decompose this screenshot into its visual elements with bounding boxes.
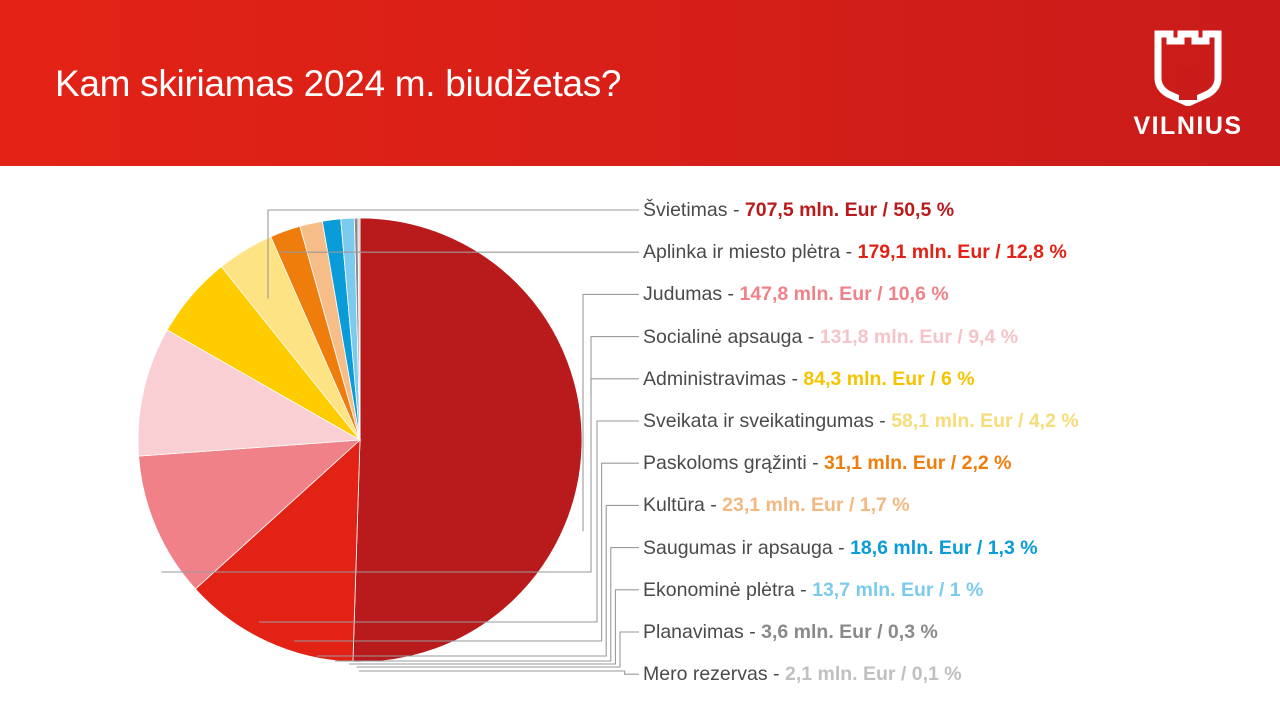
page-title: Kam skiriamas 2024 m. biudžetas? [55, 63, 622, 104]
legend-item: Mero rezervas - 2,1 mln. Eur / 0,1 % [643, 662, 962, 686]
legend-value: 707,5 mln. Eur / 50,5 % [744, 199, 955, 221]
leader-line-12 [359, 670, 639, 675]
logo-text: VILNIUS [1133, 112, 1243, 140]
legend-separator: - [704, 494, 723, 517]
legend-item: Judumas - 147,8 mln. Eur / 10,6 % [643, 282, 949, 306]
legend-label: Sveikata ir sveikatingumas [643, 410, 874, 432]
legend-label: Aplinka ir miesto plėtra [643, 241, 841, 264]
leader-line-1 [267, 209, 639, 299]
legend-value: 147,8 mln. Eur / 10,6 % [739, 283, 949, 306]
legend-label: Saugumas ir apsauga [643, 536, 833, 559]
legend-item: Socialinė apsauga - 131,8 mln. Eur / 9,4… [643, 325, 1018, 349]
legend-value: 84,3 mln. Eur / 6 % [803, 367, 975, 390]
legend-label: Paskoloms grąžinti [643, 452, 807, 475]
legend-separator: - [727, 199, 745, 221]
leader-line-11 [356, 631, 639, 668]
legend-item: Aplinka ir miesto plėtra - 179,1 mln. Eu… [643, 240, 1067, 264]
legend-label: Judumas [643, 283, 723, 306]
legend-item: Saugumas ir apsauga - 18,6 mln. Eur / 1,… [643, 536, 1038, 560]
legend-separator: - [802, 325, 820, 348]
legend-separator: - [873, 410, 892, 432]
legend-value: 31,1 mln. Eur / 2,2 % [824, 452, 1012, 475]
legend-separator: - [743, 621, 762, 643]
legend-label: Mero rezervas [643, 663, 768, 686]
leader-line-6 [258, 420, 639, 623]
legend-separator: - [806, 452, 824, 475]
legend-value: 18,6 mln. Eur / 1,3 % [850, 536, 1038, 559]
legend-separator: - [722, 283, 740, 306]
legend-label: Kultūra [643, 494, 705, 517]
castle-tower-icon [1154, 30, 1222, 106]
leader-line-3 [582, 293, 639, 532]
legend-label: Socialinė apsauga [643, 325, 803, 348]
legend-item: Švietimas - 707,5 mln. Eur / 50,5 % [643, 198, 954, 222]
leader-line-4 [590, 336, 639, 395]
legend-separator: - [840, 241, 858, 264]
legend-item: Sveikata ir sveikatingumas - 58,1 mln. E… [643, 409, 1079, 433]
legend-value: 131,8 mln. Eur / 9,4 % [819, 325, 1019, 348]
legend-item: Planavimas - 3,6 mln. Eur / 0,3 % [643, 620, 938, 644]
legend-item: Administravimas - 84,3 mln. Eur / 6 % [643, 367, 975, 391]
legend-value: 13,7 mln. Eur / 1 % [812, 578, 984, 601]
legend-separator: - [794, 578, 813, 601]
legend-label: Planavimas [643, 621, 744, 643]
legend-label: Administravimas [643, 367, 787, 390]
leader-line-9 [334, 547, 639, 662]
legend-item: Ekonominė plėtra - 13,7 mln. Eur / 1 % [643, 578, 983, 602]
legend-value: 58,1 mln. Eur / 4,2 % [891, 410, 1079, 432]
pie-slice-3 [138, 439, 362, 590]
legend-label: Ekonominė plėtra [643, 578, 795, 601]
pie-slice-12 [357, 217, 361, 441]
legend-label: Švietimas [643, 199, 728, 221]
leader-line-8 [316, 504, 639, 657]
leader-line-5 [161, 378, 639, 573]
legend-item: Kultūra - 23,1 mln. Eur / 1,7 % [643, 493, 910, 517]
legend-separator: - [786, 367, 804, 390]
vilnius-logo: VILNIUS [1118, 24, 1258, 144]
legend-separator: - [767, 663, 785, 686]
leader-line-10 [349, 589, 639, 665]
legend-separator: - [832, 536, 851, 559]
legend-item: Paskoloms grąžinti - 31,1 mln. Eur / 2,2… [643, 451, 1012, 475]
pie-slice-1 [352, 217, 583, 663]
leader-line-7 [294, 462, 639, 642]
legend-value: 23,1 mln. Eur / 1,7 % [722, 494, 910, 517]
legend-value: 2,1 mln. Eur / 0,1 % [784, 663, 962, 686]
legend-value: 179,1 mln. Eur / 12,8 % [857, 241, 1067, 264]
budget-pie-chart [137, 209, 639, 675]
legend-value: 3,6 mln. Eur / 0,3 % [761, 621, 938, 643]
header-banner: Kam skiriamas 2024 m. biudžetas? VILNIUS [0, 0, 1280, 166]
pie-slice-4 [137, 329, 362, 457]
